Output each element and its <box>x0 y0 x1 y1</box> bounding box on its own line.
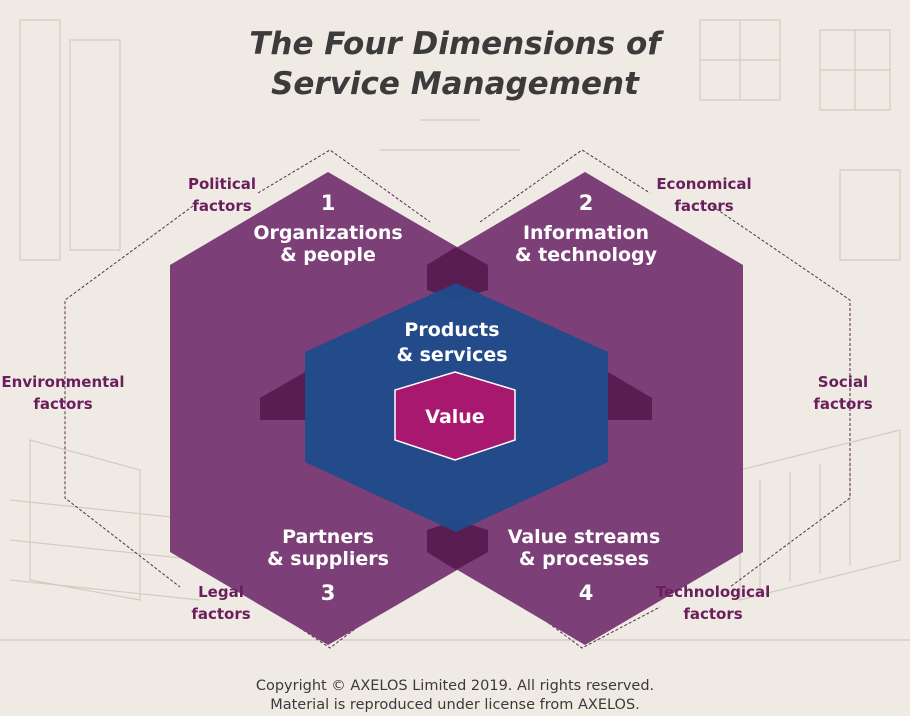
technological-factors-line-2: factors <box>683 605 742 623</box>
dimension-3-label-line-2: & suppliers <box>267 548 389 570</box>
economical-factors-line-2: factors <box>674 197 733 215</box>
legal-factors-line-1: Legal <box>198 583 244 601</box>
dimension-3-label-line-1: Partners <box>282 526 374 548</box>
dimension-4-number: 4 <box>579 581 594 605</box>
copyright-line-1: Copyright © AXELOS Limited 2019. All rig… <box>255 678 655 694</box>
overlap-right <box>608 372 652 420</box>
dimension-2-label-line-2: & technology <box>515 244 658 266</box>
social-factors-line-1: Social <box>818 373 868 391</box>
social-factors-line-2: factors <box>813 395 872 413</box>
environmental-factors-line-2: factors <box>33 395 92 413</box>
technological-factors-line-1: Technological <box>656 583 770 601</box>
copyright-line-2: Material is reproduced under license fro… <box>270 697 640 713</box>
title-line-2: Service Management <box>271 66 639 102</box>
value-hexagon <box>394 371 516 461</box>
dimension-1-label-line-2: & people <box>280 244 376 266</box>
environmental-factors-line-1: Environmental <box>1 373 124 391</box>
legal-factors-line-2: factors <box>191 605 250 623</box>
political-factors-line-1: Political <box>188 175 256 193</box>
dimension-1-label-line-1: Organizations <box>253 222 402 244</box>
products-services-line-2: & services <box>396 344 507 366</box>
products-services-line-1: Products <box>404 319 499 341</box>
overlap-bottom <box>427 520 488 570</box>
overlap-top <box>427 247 488 300</box>
boundary-right <box>711 205 851 588</box>
boundary-top-left <box>257 149 431 223</box>
dimension-1-number: 1 <box>321 191 336 215</box>
political-factors-line-2: factors <box>192 197 251 215</box>
title-line-1: The Four Dimensions of <box>249 26 661 62</box>
dimension-2-number: 2 <box>579 191 594 215</box>
dimension-2-label-line-1: Information <box>523 222 649 244</box>
boundary-left <box>64 205 194 588</box>
dimension-4-label-line-1: Value streams <box>508 526 661 548</box>
economical-factors-line-1: Economical <box>656 175 751 193</box>
dimension-3-number: 3 <box>321 581 336 605</box>
value-label: Value <box>425 406 484 428</box>
overlap-left <box>260 372 305 420</box>
boundary-top-right <box>479 149 651 223</box>
dimension-4-label-line-2: & processes <box>519 548 649 570</box>
copyright-notice: Copyright © AXELOS Limited 2019. All rig… <box>0 677 910 715</box>
page-title: The Four Dimensions of Service Managemen… <box>0 24 910 104</box>
